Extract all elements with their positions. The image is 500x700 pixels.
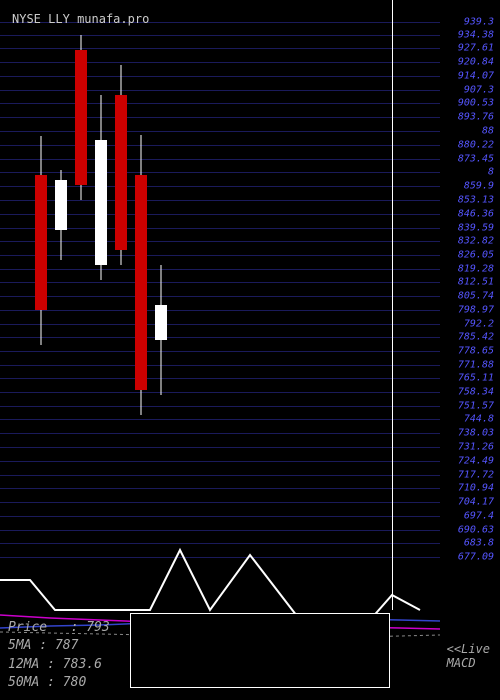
y-axis-label: 758.34 <box>458 387 494 398</box>
candle-body <box>115 95 127 250</box>
y-axis-label: 724.49 <box>458 456 494 467</box>
candle <box>95 0 107 700</box>
y-axis-label: 853.13 <box>458 195 494 206</box>
macd-label: <<Live MACD <box>447 642 490 670</box>
y-axis-label: 88 <box>482 126 494 137</box>
candle <box>135 0 147 700</box>
y-axis-label: 8 <box>488 167 494 178</box>
y-axis-label: 704.17 <box>458 497 494 508</box>
ma12-row: 12MA : 783.6 <box>8 656 110 674</box>
y-axis-label: 683.8 <box>464 538 494 549</box>
y-axis-label: 880.22 <box>458 140 494 151</box>
y-axis-label: 677.09 <box>458 552 494 563</box>
y-axis-label: 893.76 <box>458 112 494 123</box>
y-axis-label: 832.82 <box>458 236 494 247</box>
ma5-row: 5MA : 787 <box>8 637 110 655</box>
candle-body <box>155 305 167 340</box>
cursor-vline <box>392 0 393 610</box>
stock-chart: NYSE LLY munafa.pro 939.3 934.38 927.61 920… <box>0 0 500 700</box>
candle-body <box>135 175 147 390</box>
y-axis-label: 819.28 <box>458 264 494 275</box>
y-axis-label: 710.94 <box>458 483 494 494</box>
y-axis-label: 731.26 <box>458 442 494 453</box>
source-label: munafa.pro <box>77 12 149 26</box>
y-axis-label: 934.38 <box>458 30 494 41</box>
y-axis-label: 798.97 <box>458 305 494 316</box>
chart-header: NYSE LLY munafa.pro <box>12 12 149 26</box>
y-axis-label: 697.4 <box>464 511 494 522</box>
ticker-label: LLY <box>48 12 70 26</box>
y-axis-label: 690.63 <box>458 525 494 536</box>
y-axis-label: 900.53 <box>458 98 494 109</box>
y-axis-label: 785.42 <box>458 332 494 343</box>
candle-body <box>55 180 67 230</box>
y-axis-label: 738.03 <box>458 428 494 439</box>
price-row: Price : 793 <box>8 619 110 637</box>
y-axis-label: 765.11 <box>458 373 494 384</box>
y-axis-label: 826.05 <box>458 250 494 261</box>
y-axis-label: 751.57 <box>458 401 494 412</box>
y-axis-label: 778.65 <box>458 346 494 357</box>
ma50-row: 50MA : 780 <box>8 674 110 692</box>
y-axis-label: 927.61 <box>458 43 494 54</box>
candle-body <box>75 50 87 185</box>
candle <box>75 0 87 700</box>
macd-panel <box>130 613 390 688</box>
y-axis-label: 859.9 <box>464 181 494 192</box>
candle-body <box>35 175 47 310</box>
y-axis-label: 805.74 <box>458 291 494 302</box>
candle <box>35 0 47 700</box>
y-axis-label: 744.8 <box>464 414 494 425</box>
y-axis-label: 812.51 <box>458 277 494 288</box>
y-axis-label: 717.72 <box>458 470 494 481</box>
y-axis-label: 907.3 <box>464 85 494 96</box>
y-axis-label: 873.45 <box>458 154 494 165</box>
exchange-label: NYSE <box>12 12 41 26</box>
candle <box>55 0 67 700</box>
candle <box>115 0 127 700</box>
y-axis-label: 914.07 <box>458 71 494 82</box>
y-axis-label: 846.36 <box>458 209 494 220</box>
y-axis-label: 792.2 <box>464 319 494 330</box>
candle-body <box>95 140 107 265</box>
candle <box>155 0 167 700</box>
y-axis-label: 771.88 <box>458 360 494 371</box>
y-axis-label: 920.84 <box>458 57 494 68</box>
info-box: Price : 793 5MA : 787 12MA : 783.6 50MA … <box>8 619 110 692</box>
y-axis-label: 839.59 <box>458 223 494 234</box>
y-axis-label: 939.3 <box>464 17 494 28</box>
